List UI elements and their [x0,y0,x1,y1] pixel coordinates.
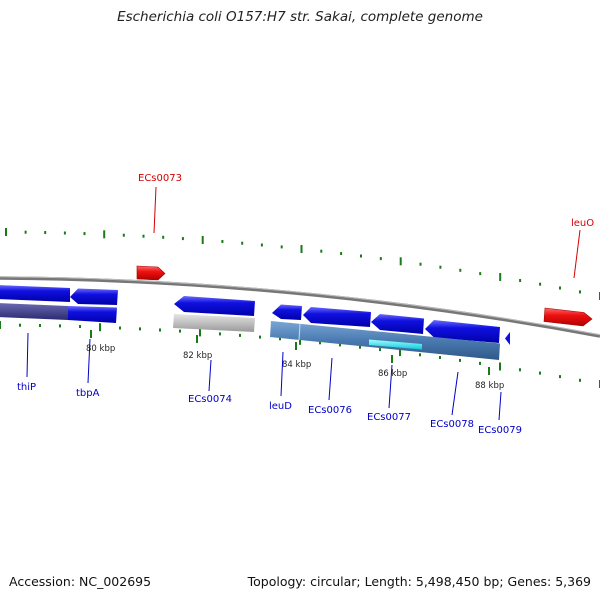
gene-label-ECs0074[interactable]: ECs0074 [188,394,232,405]
accession-text: Accession: NC_002695 [9,574,152,589]
leader-line-leuD [280,351,284,397]
leader-line-leuO [573,229,581,279]
gene-arrow-ECs0074[interactable] [174,296,255,316]
gene-arrow-ECs0079[interactable] [505,332,510,345]
gene-label-ECs0077[interactable]: ECs0077 [367,412,411,423]
gene-arrow-ECs0077[interactable] [371,314,424,334]
gene-arrow-ECs0078[interactable] [425,320,500,343]
leader-line-ECs0078 [451,371,459,416]
feature-bar-steel [270,321,500,360]
gene-label-leuD[interactable]: leuD [269,401,292,412]
gene-label-ECs0078[interactable]: ECs0078 [430,419,474,430]
leader-line-thiP [26,332,29,378]
leader-line-tbpA [87,338,91,384]
feature-bar-blue [68,306,117,323]
gene-label-ECs0079[interactable]: ECs0079 [478,425,522,436]
kbp-label-80: 80 kbp [86,344,115,354]
genome-backbone-highlight [0,276,600,336]
gene-label-leuO[interactable]: leuO [571,218,594,229]
tick-ring-top [5,228,600,300]
gene-label-tbpA[interactable]: tbpA [76,388,100,399]
feature-bar-cyan [369,339,422,350]
gene-arrow-tbpA[interactable] [70,288,118,306]
gene-arrow-thiP[interactable] [0,285,70,302]
kbp-label-84: 84 kbp [282,360,311,370]
gene-label-thiP[interactable]: thiP [17,382,36,393]
feature-bar-slate [0,303,68,320]
feature-bar-gray [173,314,255,332]
leader-line-ECs0077 [388,364,393,409]
gene-label-ECs0073[interactable]: ECs0073 [138,173,182,184]
gene-arrow-ECs0076[interactable] [303,307,371,327]
map-title: Escherichia coli O157:H7 str. Sakai, com… [117,9,483,25]
genome-summary-text: Topology: circular; Length: 5,498,450 bp… [247,574,591,589]
genome-backbone [0,276,600,338]
gene-arrow-leuO[interactable] [543,307,593,327]
leader-line-ECs0076 [328,357,333,401]
leader-line-ECs0073 [153,186,157,234]
gene-label-ECs0076[interactable]: ECs0076 [308,405,352,416]
kbp-label-86: 86 kbp [378,369,407,379]
feature-bar-steel-divider [298,323,301,341]
gene-arrow-leuD[interactable] [272,304,302,321]
gene-arrow-ECs0073[interactable] [136,265,166,281]
kbp-label-88: 88 kbp [475,381,504,391]
leader-line-ECs0079 [498,391,502,421]
leader-line-ECs0074 [208,359,212,392]
kbp-label-82: 82 kbp [183,351,212,361]
